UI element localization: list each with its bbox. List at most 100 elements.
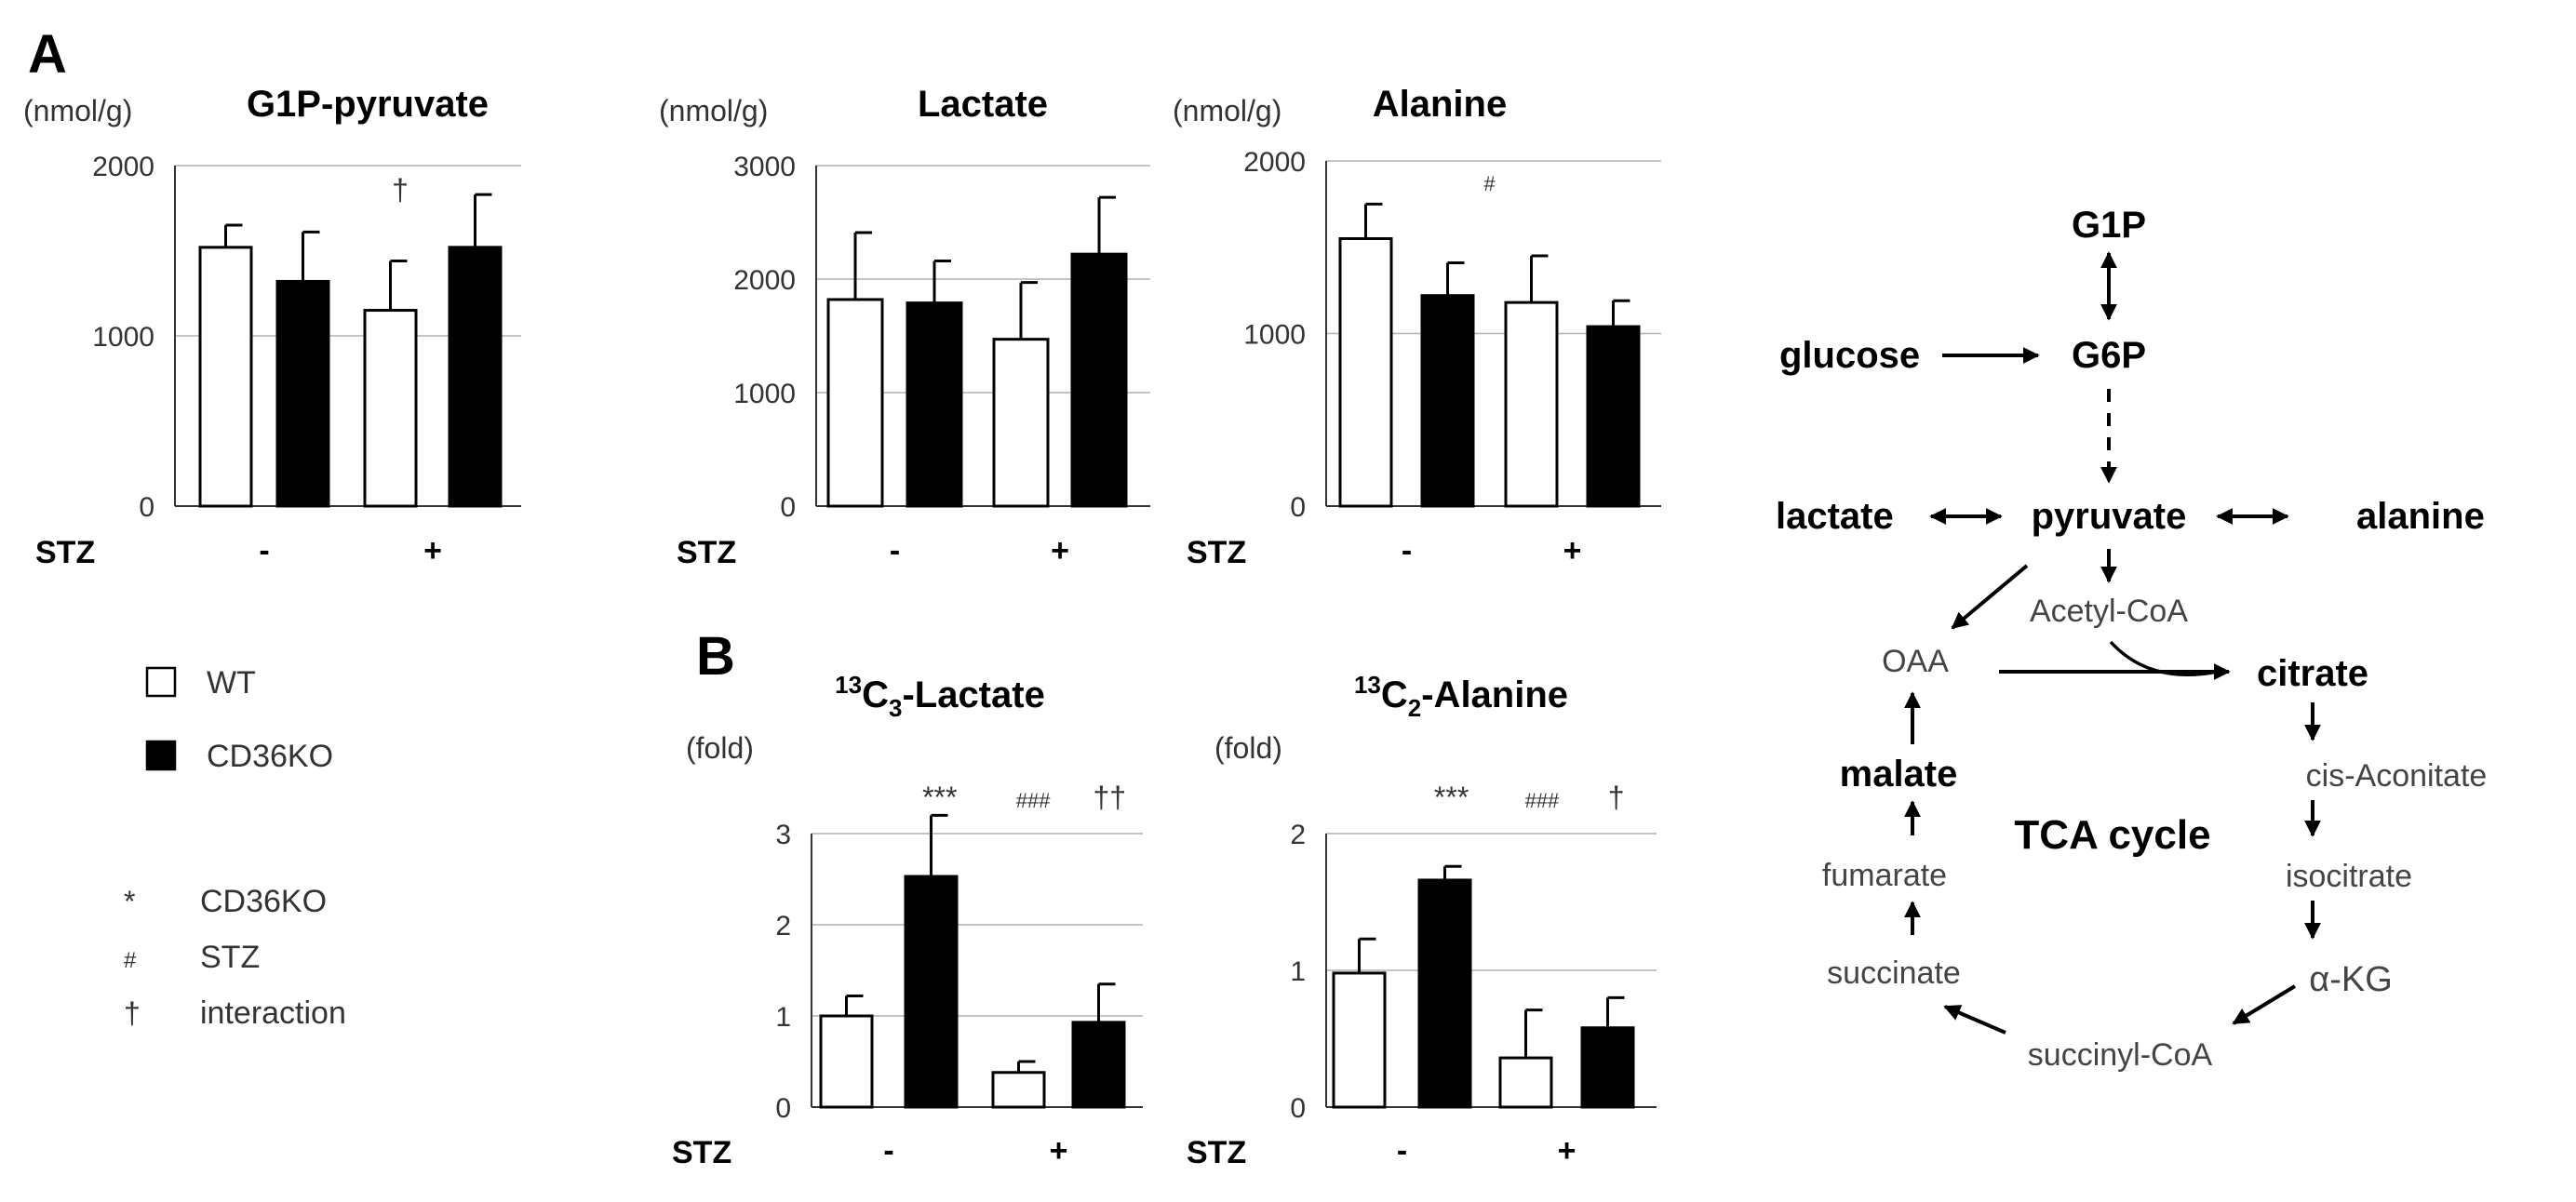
lactate-bar-wt-stz-minus — [826, 298, 884, 508]
alanine-y-label: (nmol/g) — [1173, 94, 1281, 127]
alanine-bar-wt-stz-minus — [1338, 236, 1393, 508]
chart-g1p-pyruvate: 0 1000 2000 (nmol/g) G1P-pyruvate † STZ - + — [23, 84, 521, 570]
pathway-alpha-kg: α-KG — [2309, 960, 2393, 999]
lactate-tick-label: 1000 — [733, 379, 796, 409]
pathway-succinate: succinate — [1827, 955, 1961, 991]
lactate-tick-label: 3000 — [733, 152, 796, 182]
chart-13c2-alanine: 0 1 2 (fold) *** ### † STZ - + — [1187, 731, 1657, 1170]
g1p-pyruvate-bar-wt-stz-minus — [198, 246, 253, 508]
13c2-alanine-bar-ko-stz-minus — [1417, 878, 1472, 1109]
13c3-lactate-annotation: ### — [1016, 789, 1051, 812]
chart-13c2-alanine-title-sub: 2 — [1408, 694, 1421, 722]
alanine-tick-label: 2000 — [1243, 147, 1306, 178]
lactate-bar-ko-stz-plus — [1070, 252, 1128, 508]
chart-13c3-lactate-title-prefix: C — [862, 674, 889, 715]
13c3-lactate-tick-label: 1 — [775, 1002, 791, 1033]
legend: WT CD36KO * CD36KO # STZ † interaction — [124, 665, 346, 1031]
13c3-lactate-tick-label: 3 — [775, 820, 791, 850]
13c2-alanine-annotation: *** — [1434, 781, 1469, 814]
legend-symbol-ko-label: CD36KO — [200, 884, 327, 919]
13c2-alanine-tick-label: 2 — [1290, 820, 1306, 850]
pathway-citrate: citrate — [2257, 653, 2368, 694]
13c2-alanine-tick-label: 1 — [1290, 956, 1306, 987]
alanine-bar-ko-stz-minus — [1420, 294, 1475, 508]
pathway-oaa: OAA — [1882, 644, 1949, 679]
13c3-lactate-bar-wt-stz-plus — [991, 1071, 1046, 1109]
13c3-lactate-bar-ko-stz-plus — [1071, 1021, 1126, 1109]
13c2-alanine-y-label: (fold) — [1214, 731, 1282, 765]
pathway-glucose: glucose — [1779, 335, 1920, 376]
lactate-tick-label: 0 — [780, 492, 796, 523]
chart-13c3-lactate-title-suffix: -Lactate — [902, 674, 1044, 715]
pathway-alanine: alanine — [2356, 496, 2485, 537]
13c3-lactate-stz-plus: + — [1050, 1133, 1068, 1169]
g1p-pyruvate-annotation: † — [392, 173, 409, 207]
13c2-alanine-tick-label: 0 — [1290, 1093, 1306, 1124]
legend-symbol-ko: * — [124, 885, 135, 918]
lactate-stz-label: STZ — [677, 535, 736, 570]
alanine-tick-label: 0 — [1290, 492, 1306, 523]
pathway-isocitrate: isocitrate — [2286, 859, 2412, 894]
13c3-lactate-tick-label: 0 — [775, 1093, 791, 1124]
legend-ko-label: CD36KO — [207, 739, 333, 774]
lactate-y-label: (nmol/g) — [659, 94, 768, 127]
alanine-bar-ko-stz-plus — [1586, 325, 1641, 508]
13c2-alanine-stz-plus: + — [1558, 1133, 1576, 1169]
legend-wt-swatch — [145, 666, 177, 698]
panel-label-b: B — [696, 626, 735, 687]
legend-ko-swatch — [145, 740, 177, 771]
pathway-cis-aconitate: cis-Aconitate — [2306, 758, 2488, 794]
chart-13c2-alanine-title-mass: 13 — [1354, 671, 1381, 699]
pathway-malate: malate — [1840, 754, 1958, 795]
chart-13c2-alanine-title-prefix: C — [1381, 674, 1408, 715]
lactate-stz-plus: + — [1051, 533, 1069, 568]
legend-symbol-stz: # — [124, 948, 137, 973]
13c2-alanine-annotation: ### — [1525, 789, 1560, 812]
chart-13c3-lactate-title-sub: 3 — [889, 694, 902, 722]
pathway-tca-cycle: TCA cycle — [2014, 812, 2210, 858]
arrow-acetylcoa-merge — [2109, 640, 2219, 676]
pathway-pyruvate: pyruvate — [2032, 496, 2187, 537]
13c3-lactate-stz-minus: - — [883, 1133, 893, 1169]
13c3-lactate-annotation: *** — [922, 781, 957, 814]
13c2-alanine-bar-wt-stz-minus — [1332, 971, 1387, 1109]
arrow-succinylcoa-succinate — [1943, 1005, 2006, 1035]
13c3-lactate-tick-label: 2 — [775, 911, 791, 942]
g1p-pyruvate-tick-label: 1000 — [92, 322, 154, 353]
g1p-pyruvate-bar-ko-stz-minus — [275, 279, 330, 508]
13c2-alanine-annotation: † — [1608, 781, 1625, 814]
13c2-alanine-bar-wt-stz-plus — [1498, 1056, 1553, 1109]
g1p-pyruvate-tick-label: 2000 — [92, 152, 154, 182]
legend-symbol-interaction: † — [124, 996, 141, 1030]
g1p-pyruvate-stz-label: STZ — [35, 535, 95, 570]
g1p-pyruvate-title: G1P-pyruvate — [247, 84, 489, 125]
13c3-lactate-bar-wt-stz-minus — [819, 1014, 874, 1109]
panel-label-a: A — [28, 24, 67, 85]
lactate-stz-minus: - — [890, 533, 900, 568]
legend-symbol-stz-label: STZ — [200, 940, 260, 975]
chart-13c2-alanine-title: 13C2-Alanine — [1354, 671, 1568, 722]
13c3-lactate-stz-label: STZ — [672, 1135, 731, 1170]
g1p-pyruvate-y-label: (nmol/g) — [23, 94, 132, 127]
lactate-title: Lactate — [918, 84, 1048, 125]
g1p-pyruvate-stz-plus: + — [423, 533, 442, 568]
g1p-pyruvate-stz-minus: - — [259, 533, 269, 568]
pathway-g1p: G1P — [2072, 205, 2146, 246]
chart-alanine: 0 1000 2000 (nmol/g) Alanine # STZ - + — [1173, 84, 1661, 570]
13c3-lactate-y-label: (fold) — [686, 731, 754, 765]
pathway-g6p: G6P — [2072, 335, 2146, 376]
alanine-stz-label: STZ — [1187, 535, 1246, 570]
alanine-stz-minus: - — [1402, 533, 1412, 568]
13c3-lactate-bar-ko-stz-minus — [904, 875, 959, 1109]
chart-lactate: 0 1000 2000 3000 (nmol/g) Lactate STZ - + — [659, 84, 1150, 570]
lactate-tick-label: 2000 — [733, 265, 796, 296]
chart-13c2-alanine-title-suffix: -Alanine — [1421, 674, 1568, 715]
pathway-acetyl-coa: Acetyl-CoA — [2030, 594, 2188, 629]
13c2-alanine-stz-minus: - — [1397, 1133, 1407, 1169]
chart-13c3-lactate: 0 1 2 3 (fold) *** ### †† STZ - + — [672, 731, 1143, 1170]
g1p-pyruvate-tick-label: 0 — [139, 492, 154, 523]
13c2-alanine-stz-label: STZ — [1187, 1135, 1246, 1170]
alanine-stz-plus: + — [1563, 533, 1582, 568]
pathway-diagram: G1P glucose G6P lactate pyruvate alanine… — [1776, 205, 2487, 1073]
